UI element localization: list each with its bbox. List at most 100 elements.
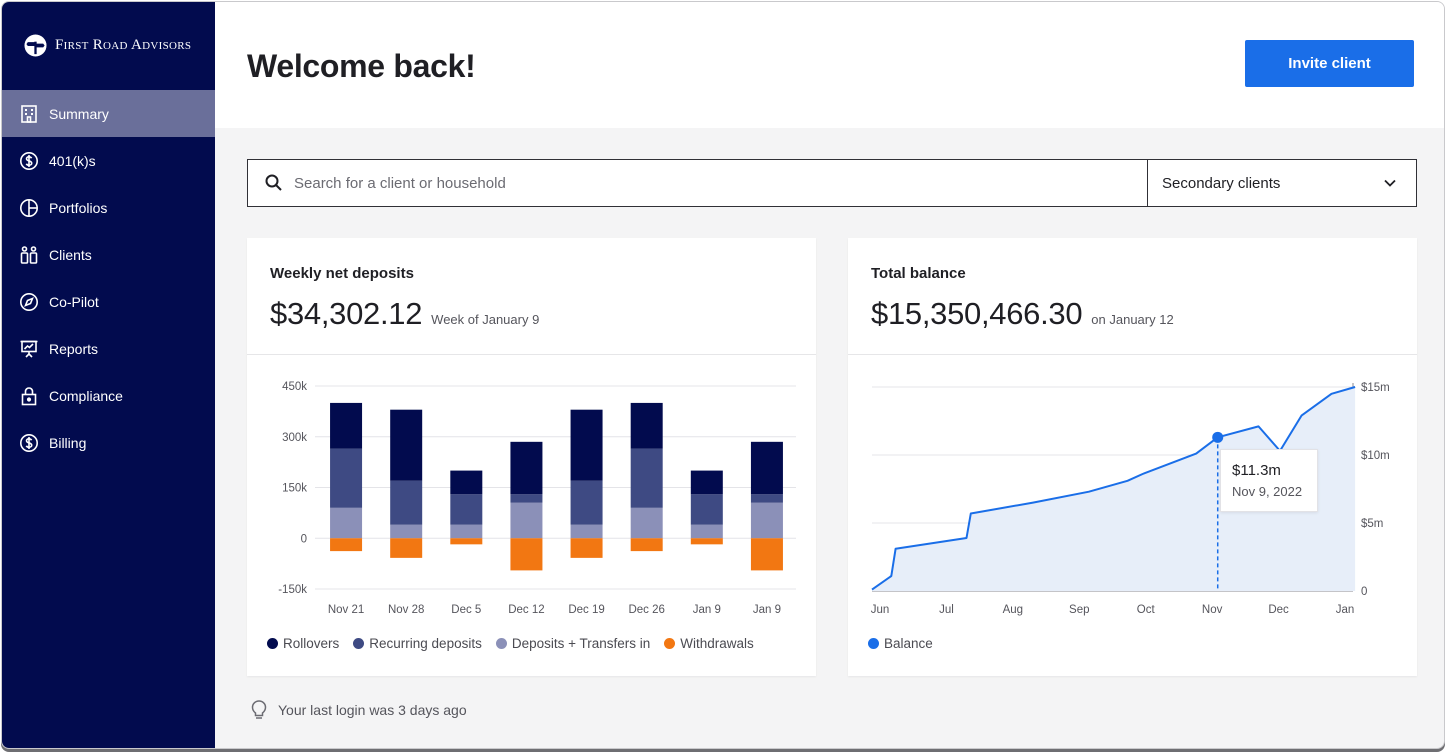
sidebar-item-summary[interactable]: Summary (2, 90, 215, 137)
card-title: Weekly net deposits (270, 265, 414, 282)
bar-segment (510, 502, 543, 539)
sidebar-item-label: Clients (49, 246, 92, 263)
x-tick-label: Jan 9 (693, 604, 721, 616)
x-tick-label: Nov (1202, 604, 1223, 616)
deposits-legend: Rollovers Recurring deposits Deposits + … (267, 636, 754, 651)
y-tick-label: 450k (282, 381, 307, 393)
legend-swatch (267, 638, 278, 649)
x-tick-label: Dec 12 (508, 604, 544, 616)
x-tick-label: Jan (1336, 604, 1355, 616)
y-tick-label: $5m (1361, 518, 1383, 530)
bar-segment (570, 409, 603, 481)
bar-segment (630, 402, 663, 449)
search-icon (265, 174, 282, 191)
legend-label: Rollovers (283, 636, 340, 651)
y-tick-label: 0 (301, 533, 307, 545)
weekly-deposits-card: Weekly net deposits $34,302.12 Week of J… (247, 238, 816, 676)
legend-item-balance[interactable]: Balance (868, 636, 933, 651)
legend-item-deposits-transfers[interactable]: Deposits + Transfers in (495, 636, 651, 651)
sidebar: First Road Advisors Summary (2, 2, 215, 748)
balance-amount: $15,350,466.30 (871, 296, 1083, 331)
bar-segment (450, 470, 483, 495)
legend-swatch (495, 638, 507, 649)
divider (848, 354, 1417, 355)
total-balance-card: Total balance $15,350,466.30 on January … (848, 238, 1417, 676)
sidebar-item-billing[interactable]: Billing (2, 419, 215, 466)
bar-segment (630, 507, 663, 539)
secondary-clients-select[interactable]: Secondary clients (1147, 160, 1416, 206)
page-title: Welcome back! (247, 48, 476, 84)
highlight-point (1212, 431, 1224, 443)
bar-segment (750, 502, 783, 539)
legend-label: Deposits + Transfers in (511, 636, 651, 651)
x-tick-label: Sep (1069, 604, 1089, 616)
balance-legend: Balance (868, 636, 933, 651)
balance-line (871, 386, 1356, 591)
card-value: $34,302.12 Week of January 9 (270, 296, 539, 332)
bar-segment (390, 409, 423, 481)
brand[interactable]: First Road Advisors (24, 34, 191, 57)
x-tick-label: Dec 19 (568, 604, 604, 616)
sidebar-item-co-pilot[interactable]: Co-Pilot (2, 278, 215, 325)
sidebar-item-401ks[interactable]: 401(k)s (2, 137, 215, 184)
tooltip-date: Nov 9, 2022 (1232, 484, 1303, 499)
dollar-circle-icon (19, 433, 39, 453)
sidebar-item-clients[interactable]: Clients (2, 231, 215, 278)
sidebar-item-label: Reports (49, 340, 99, 357)
card-value: $15,350,466.30 on January 12 (871, 296, 1174, 332)
sidebar-item-label: Summary (49, 105, 109, 122)
bar-segment (570, 524, 603, 539)
sidebar-item-portfolios[interactable]: Portfolios (2, 184, 215, 231)
presentation-icon (19, 339, 39, 359)
bar-segment (330, 402, 363, 449)
invite-client-button[interactable]: Invite client (1245, 40, 1414, 87)
bar-segment (690, 494, 723, 525)
sidebar-item-reports[interactable]: Reports (2, 325, 215, 372)
legend-swatch (353, 638, 365, 649)
bar-segment (570, 480, 603, 525)
brand-name: First Road Advisors (55, 37, 192, 53)
y-tick-label: 300k (282, 432, 307, 444)
y-tick-label: $10m (1361, 450, 1390, 462)
bar-segment (690, 524, 723, 539)
weekly-deposits-chart: 450k 300k 150k 0 -150k Nov 21 Nov 28 Dec 5 Dec 1… (278, 381, 796, 616)
x-tick-label: Jun (871, 604, 890, 616)
y-tick-label: -150k (278, 584, 307, 596)
bar-segment (450, 524, 483, 539)
y-tick-label: $15m (1361, 382, 1390, 394)
dollar-circle-icon (19, 151, 39, 171)
bar-segment (690, 470, 723, 495)
search-input[interactable] (294, 174, 1114, 192)
bar-segment (510, 441, 543, 495)
x-tick-label: Dec 26 (628, 604, 664, 616)
sidebar-item-compliance[interactable]: Compliance (2, 372, 215, 419)
x-tick-label: Jul (939, 604, 954, 616)
y-tick-label: 150k (282, 483, 307, 495)
y-tick-label: 0 (1361, 586, 1367, 598)
sidebar-item-label: Portfolios (49, 199, 108, 216)
legend-swatch (664, 638, 676, 649)
bar-segment (750, 494, 783, 503)
bar-segment (630, 538, 663, 552)
legend-item-withdrawals[interactable]: Withdrawals (664, 636, 754, 651)
bar-segment (630, 448, 663, 508)
lock-icon (19, 386, 39, 406)
pie-chart-icon (19, 198, 39, 218)
legend-item-rollovers[interactable]: Rollovers (267, 636, 339, 651)
x-tick-label: Dec (1268, 604, 1289, 616)
sidebar-item-label: Compliance (49, 387, 123, 404)
deposits-note: Week of January 9 (431, 312, 540, 327)
sidebar-item-label: Co-Pilot (49, 293, 99, 310)
bar-segment (450, 538, 483, 545)
legend-swatch (868, 638, 879, 649)
compass-icon (19, 292, 39, 312)
balance-tooltip: $11.3m Nov 9, 2022 (1220, 449, 1318, 512)
x-tick-label: Nov 28 (388, 604, 424, 616)
sidebar-item-label: 401(k)s (49, 152, 96, 169)
x-tick-label: Aug (1003, 604, 1023, 616)
bar-segment (330, 448, 363, 508)
legend-item-recurring-deposits[interactable]: Recurring deposits (353, 636, 482, 651)
divider (247, 354, 816, 355)
search-field (248, 160, 1147, 206)
